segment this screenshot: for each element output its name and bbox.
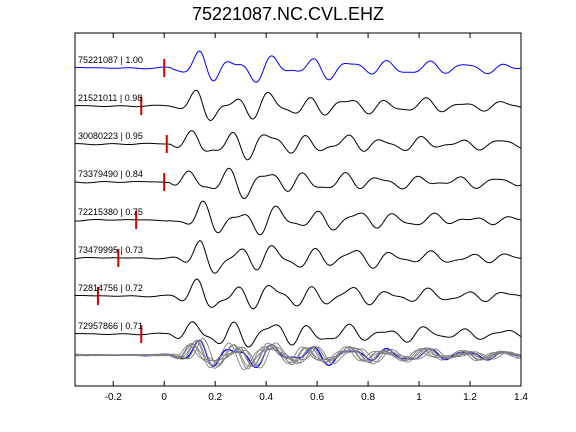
trace-label: 21521011 | 0.98 bbox=[78, 93, 142, 103]
trace-label: 30080223 | 0.95 bbox=[78, 131, 143, 141]
x-tick-label: 1 bbox=[416, 392, 422, 403]
trace-label: 72814756 | 0.72 bbox=[78, 283, 143, 293]
trace-label: 73379490 | 0.84 bbox=[78, 169, 143, 179]
trace-label: 75221087 | 1.00 bbox=[78, 55, 143, 65]
trace-line bbox=[74, 240, 522, 274]
trace-line bbox=[74, 89, 522, 121]
x-tick-label: 1.4 bbox=[514, 392, 528, 403]
trace-line bbox=[74, 278, 522, 310]
stack-line bbox=[74, 339, 522, 367]
x-tick-label: -0.2 bbox=[105, 392, 123, 403]
trace-label: 72215380 | 0.75 bbox=[78, 207, 143, 217]
trace-line bbox=[74, 50, 522, 83]
trace-line bbox=[74, 321, 522, 348]
traces-layer: 75221087 | 1.00 21521011 | 0.98 30080223 |… bbox=[74, 50, 522, 348]
trace-line bbox=[74, 130, 522, 161]
trace-line bbox=[74, 200, 522, 236]
trace-label: 72957866 | 0.71 bbox=[78, 321, 143, 331]
stack-layer bbox=[74, 337, 522, 371]
trace-label: 73479995 | 0.73 bbox=[78, 245, 143, 255]
x-tick-label: 0.8 bbox=[361, 392, 375, 403]
x-axis-ticks: -0.2 0 0.2 0.4 0.6 0.8 1 1.2 1.4 bbox=[105, 33, 528, 403]
x-tick-label: 0.2 bbox=[208, 392, 222, 403]
trace-line bbox=[74, 167, 522, 200]
axes-box bbox=[74, 32, 522, 387]
x-tick-label: 0.4 bbox=[259, 392, 273, 403]
chart-title: 75221087.NC.CVL.EHZ bbox=[191, 4, 385, 24]
x-tick-label: 0.6 bbox=[310, 392, 324, 403]
x-tick-label: 1.2 bbox=[463, 392, 477, 403]
stack-line bbox=[74, 343, 522, 367]
x-tick-label: 0 bbox=[161, 392, 167, 403]
